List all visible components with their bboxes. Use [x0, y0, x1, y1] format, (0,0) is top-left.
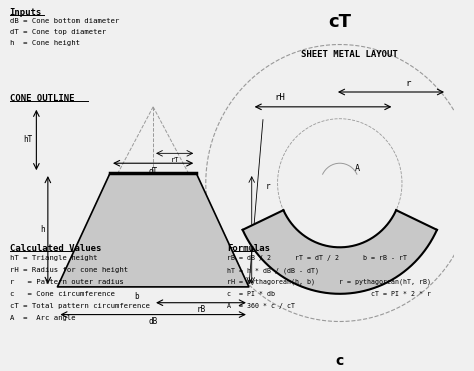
Text: A  = 360 * c / cT: A = 360 * c / cT [227, 303, 295, 309]
Text: r: r [266, 183, 271, 191]
Text: dB: dB [148, 317, 158, 326]
Text: c: c [336, 354, 344, 368]
Text: hT = h * dB / (dB - dT): hT = h * dB / (dB - dT) [227, 267, 319, 273]
Text: dT = Cone top diameter: dT = Cone top diameter [9, 29, 106, 35]
Text: rT: rT [171, 157, 179, 163]
Text: SHEET METAL LAYOUT: SHEET METAL LAYOUT [301, 50, 398, 59]
Text: rH = Radius for cone height: rH = Radius for cone height [9, 267, 128, 273]
Text: dB = Cone bottom diameter: dB = Cone bottom diameter [9, 18, 119, 24]
Text: Formulas: Formulas [227, 244, 270, 253]
Text: h  = Cone height: h = Cone height [9, 40, 80, 46]
Text: b: b [134, 292, 139, 301]
Text: hT: hT [23, 135, 33, 144]
Text: rH: rH [255, 230, 264, 239]
Text: CONE OUTLINE: CONE OUTLINE [9, 94, 74, 103]
Text: c  = PI * db                        cT = PI * 2 * r: c = PI * db cT = PI * 2 * r [227, 291, 431, 297]
Text: r: r [405, 79, 410, 88]
Text: rH: rH [274, 93, 285, 102]
Text: r   = Pattern outer radius: r = Pattern outer radius [9, 279, 123, 285]
Text: A  =  Arc angle: A = Arc angle [9, 315, 75, 321]
Text: Calculated Values: Calculated Values [9, 244, 101, 253]
Text: rB = dB / 2      rT = dT / 2      b = rB - rT: rB = dB / 2 rT = dT / 2 b = rB - rT [227, 255, 407, 261]
Text: rH = pythagorean(h, b)      r = pythagorean(hT, rB): rH = pythagorean(h, b) r = pythagorean(h… [227, 279, 431, 285]
Polygon shape [57, 173, 249, 287]
Text: Inputs: Inputs [9, 8, 42, 17]
Text: hT = Triangle height: hT = Triangle height [9, 255, 97, 261]
Text: dT: dT [148, 167, 158, 175]
Text: cT: cT [328, 13, 351, 31]
Text: cT = Total pattern circumference: cT = Total pattern circumference [9, 303, 150, 309]
Polygon shape [243, 210, 437, 294]
Text: c   = Cone circumference: c = Cone circumference [9, 291, 115, 297]
Text: A: A [355, 164, 359, 173]
Text: h: h [40, 226, 45, 234]
Text: rB: rB [196, 305, 206, 314]
